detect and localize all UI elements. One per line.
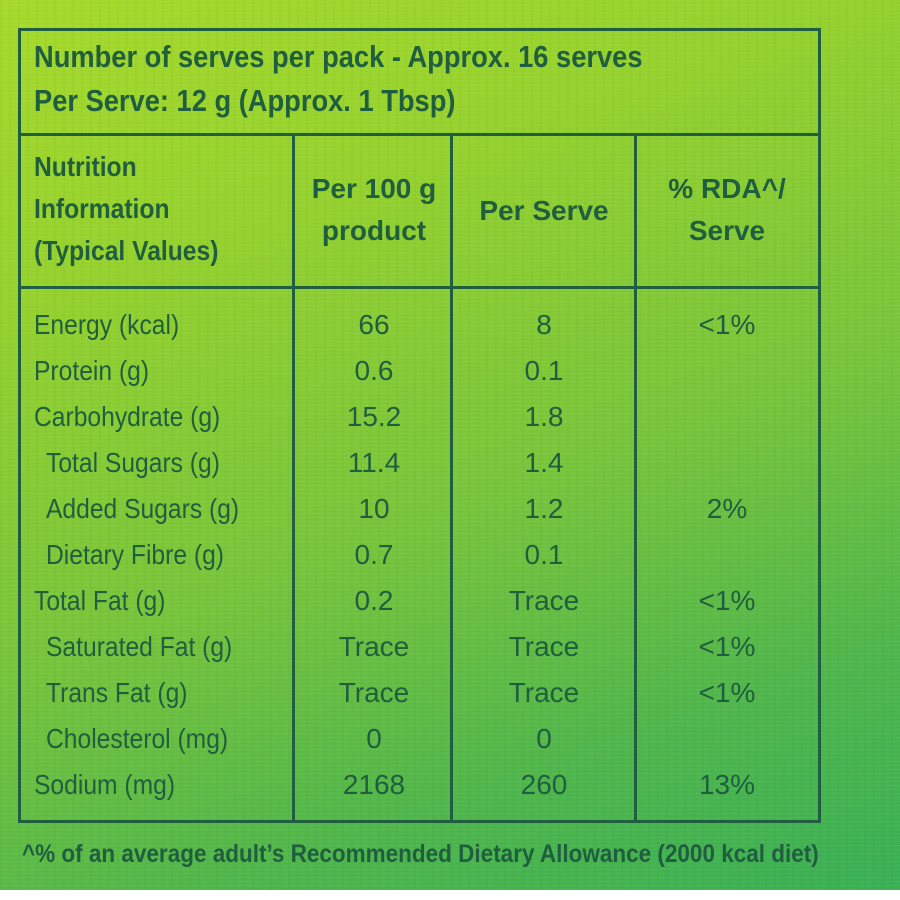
nutrient-name: Sodium (mg) [34,769,176,800]
rda-value: 13% [698,769,756,800]
per-serve-value: 1.8 [524,401,564,432]
per-100g-value: 2168 [342,769,406,800]
per-serve-value: 0.1 [524,539,564,570]
per-100g-value: 66 [358,309,390,340]
per-serve-value: 1.2 [524,493,564,524]
nutrient-name: Saturated Fat (g) [46,631,233,662]
per-serve-value: 0 [536,723,552,754]
header-nutrient-line2: Information [34,193,170,224]
nutrient-name: Carbohydrate (g) [34,401,221,432]
per-serve-value: 260 [520,769,568,800]
table-row-total-fat: Total Fat (g) 0.2 Trace <1% [0,580,900,626]
table-row-carbohydrate: Carbohydrate (g) 15.2 1.8 [0,396,900,442]
nutrient-name: Trans Fat (g) [46,677,188,708]
header-rda-line2: Serve [688,215,766,246]
table-row-cholesterol: Cholesterol (mg) 0 0 [0,718,900,764]
table-row-total-sugars: Total Sugars (g) 11.4 1.4 [0,442,900,488]
table-row-protein: Protein (g) 0.6 0.1 [0,350,900,396]
rda-footnote: ^% of an average adult’s Recommended Die… [22,840,819,868]
per-100g-value: 0 [366,723,382,754]
table-row-added-sugars: Added Sugars (g) 10 1.2 2% [0,488,900,534]
table-row-energy: Energy (kcal) 66 8 <1% [0,304,900,350]
column-divider-3 [634,134,637,822]
per-100g-value: 10 [358,493,390,524]
nutrition-table-border [18,28,821,823]
per-100g-value: 11.4 [347,447,401,478]
rda-value: <1% [698,631,756,662]
header-per-100g-line2: product [321,215,427,246]
per-serve-value: 0.1 [524,355,564,386]
per-100g-value: Trace [338,677,410,708]
rda-value: <1% [698,677,756,708]
rda-value: <1% [698,585,756,616]
nutrient-name: Protein (g) [34,355,150,386]
table-row-trans-fat: Trans Fat (g) Trace Trace <1% [0,672,900,718]
per-100g-value: 0.7 [354,539,394,570]
nutrient-name: Total Fat (g) [34,585,166,616]
per-100g-value: Trace [338,631,410,662]
header-per-100g: Per 100 g product [296,168,452,252]
column-divider-1 [292,134,295,822]
table-row-dietary-fibre: Dietary Fibre (g) 0.7 0.1 [0,534,900,580]
rda-value: 2% [706,493,748,524]
header-rda-line1: % RDA^/ [668,173,786,204]
per-serve-value: Trace [508,631,580,662]
nutrient-name: Total Sugars (g) [46,447,220,478]
nutrient-name: Dietary Fibre (g) [46,539,224,570]
serves-per-pack: Number of serves per pack - Approx. 16 s… [34,39,643,74]
per-serve-value: 8 [536,309,552,340]
header-nutrient-line1: Nutrition [34,151,137,182]
rda-value: <1% [698,309,756,340]
table-row-saturated-fat: Saturated Fat (g) Trace Trace <1% [0,626,900,672]
per-100g-value: 0.2 [354,585,394,616]
per-serve-value: Trace [508,585,580,616]
header-per-100g-line1: Per 100 g [311,173,437,204]
header-nutrient-line3: (Typical Values) [34,235,219,266]
table-row-sodium: Sodium (mg) 2168 260 13% [0,764,900,810]
nutrient-name: Energy (kcal) [34,309,180,340]
per-serve-size: Per Serve: 12 g (Approx. 1 Tbsp) [34,83,456,118]
nutrient-name: Cholesterol (mg) [46,723,229,754]
per-100g-value: 15.2 [346,401,402,432]
header-rda: % RDA^/ Serve [636,168,818,252]
per-serve-value: 1.4 [524,447,564,478]
header-per-serve: Per Serve [479,195,609,226]
nutrient-name: Added Sugars (g) [46,493,240,524]
column-divider-2 [450,134,453,822]
pack-info-divider [18,133,821,136]
per-100g-value: 0.6 [354,355,394,386]
per-serve-value: Trace [508,677,580,708]
header-divider [18,286,821,289]
